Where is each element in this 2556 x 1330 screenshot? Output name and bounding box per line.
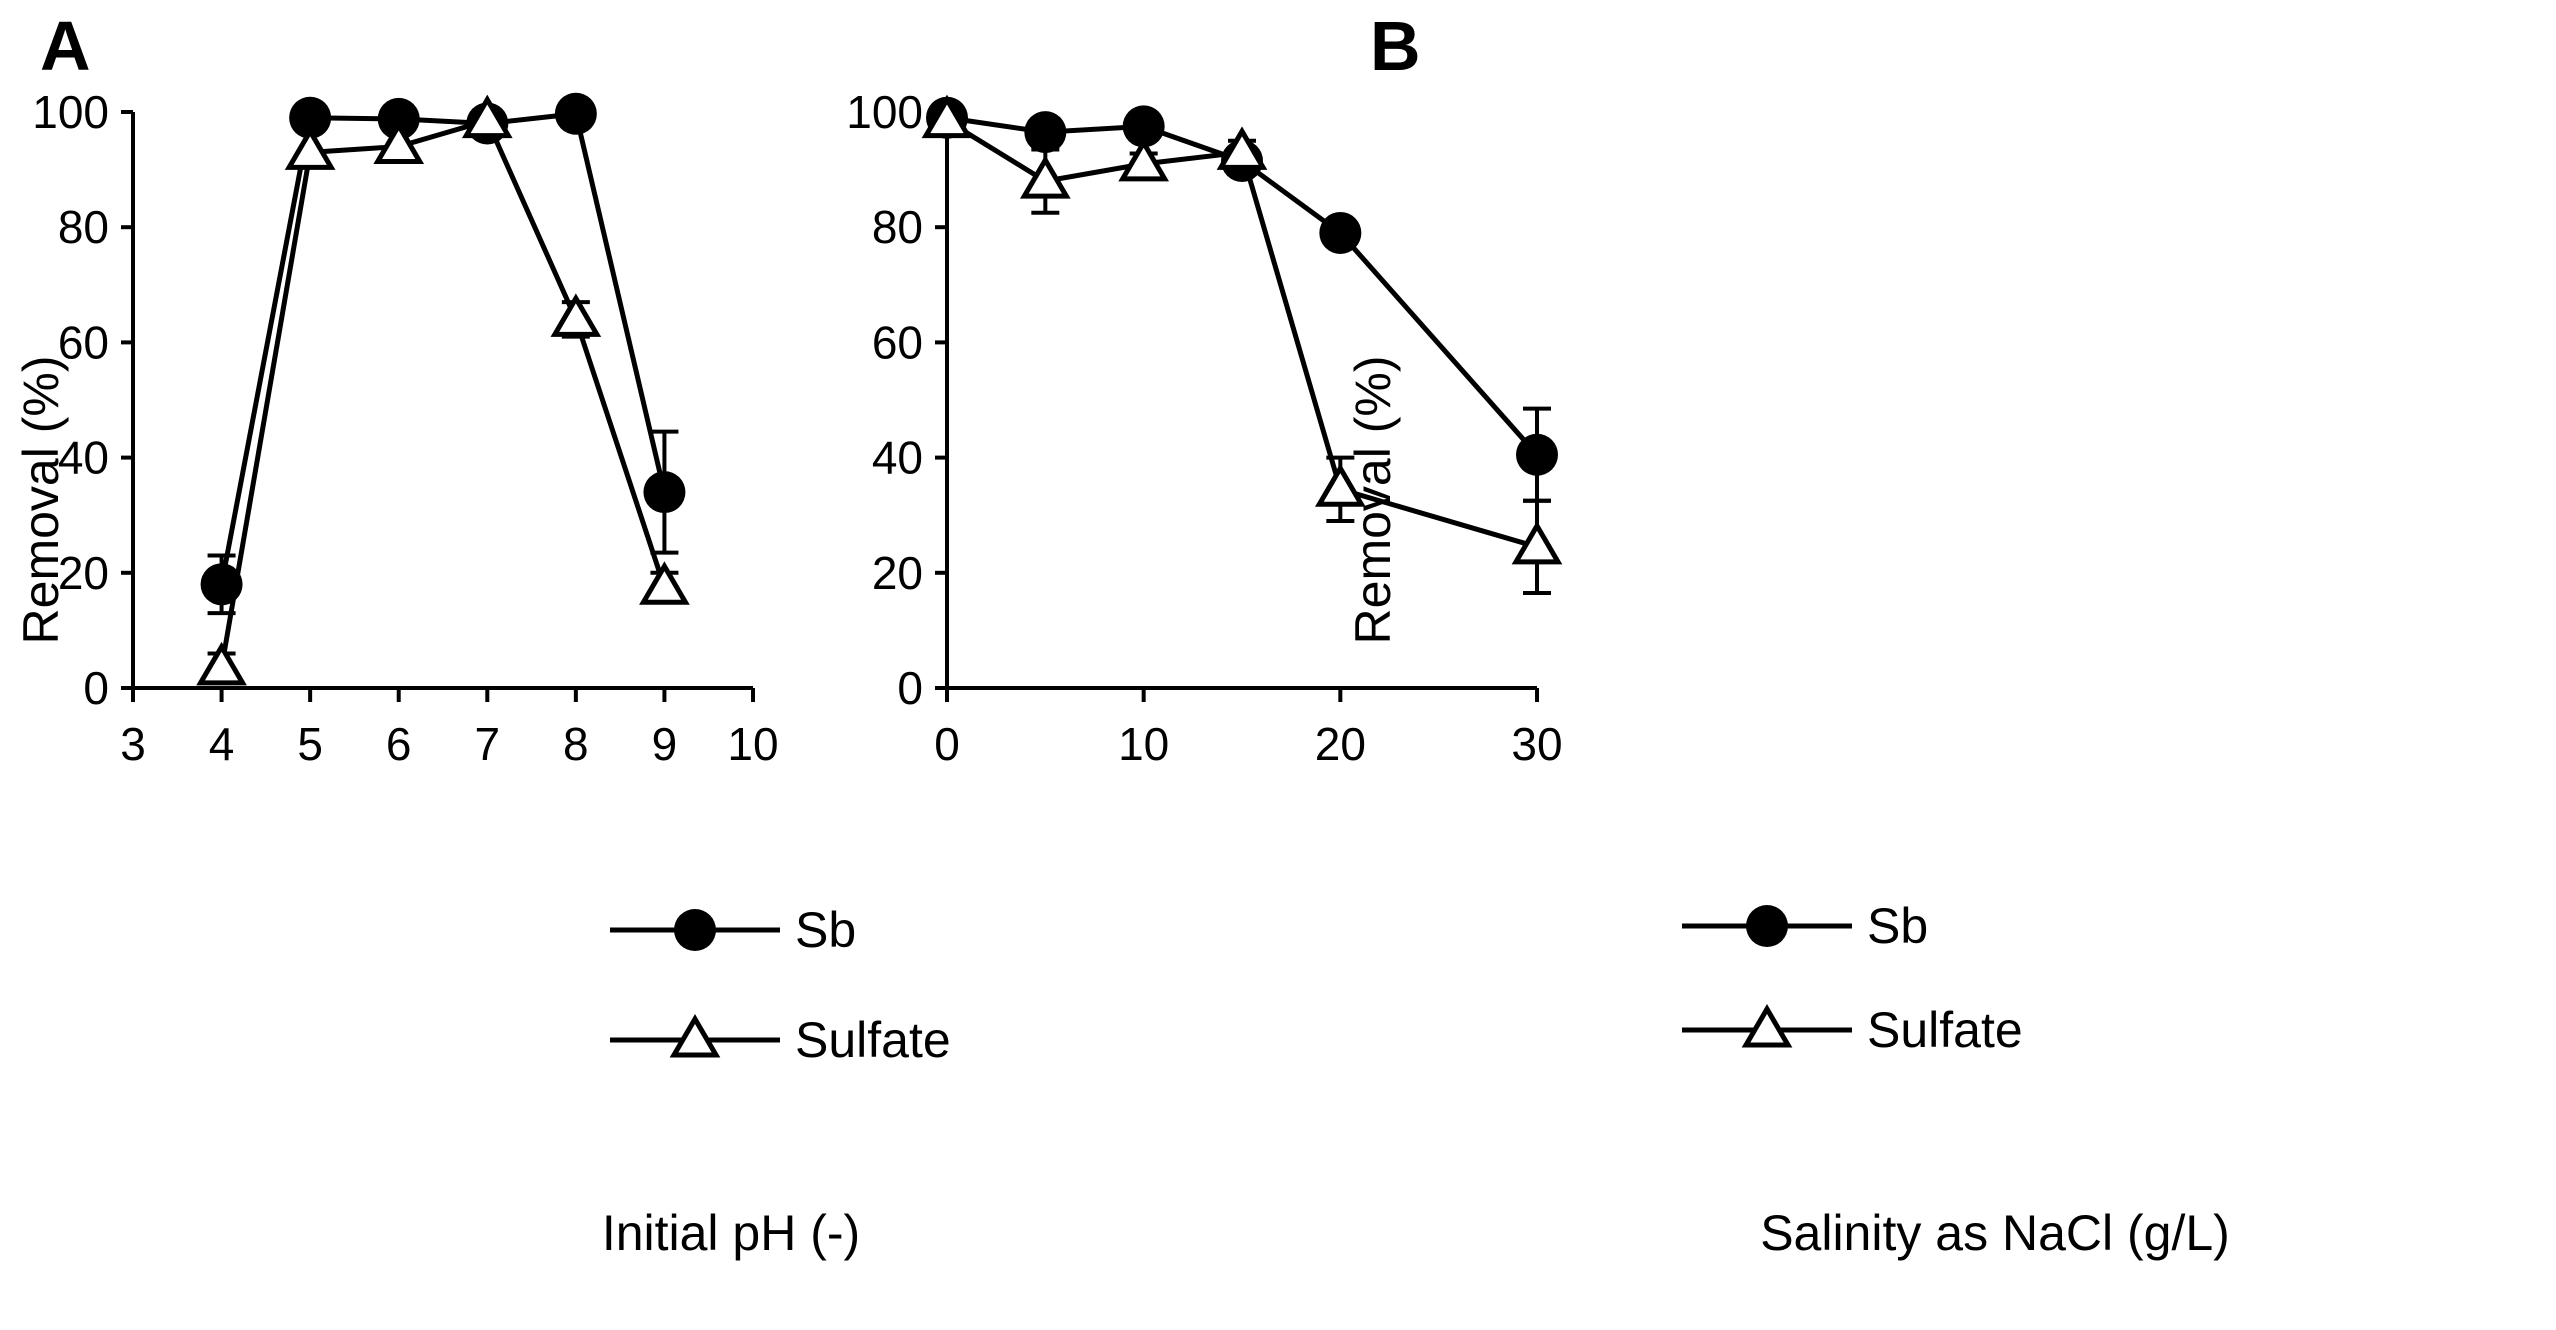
series-sulfate-point [1511,520,1563,565]
legend-sulfate-marker [1741,1004,1793,1048]
panel-a-xlabel: Initial pH (-) [602,1205,860,1261]
y-tick-label: 80 [58,201,109,253]
panel-a-ylabel: Removal (%) [13,356,69,645]
x-tick-label: 4 [209,718,235,770]
series-sulfate-line [219,117,667,669]
legend-sulfate-label: Sulfate [795,1012,951,1068]
y-tick-label: 0 [897,662,923,714]
series-sulfate-point [1216,126,1268,170]
legend-sb-marker [674,909,716,951]
series-sulfate-point [639,561,690,605]
y-tick-label: 20 [58,547,109,599]
y-tick-label: 20 [872,547,923,599]
panel-b-letter: B [1370,7,1421,85]
series-sb-point [1024,111,1067,154]
x-tick-label: 5 [297,718,323,770]
panel-b-legend: Sb Sulfate [1682,898,2023,1058]
panel-a-axes: 0 20 40 60 80 100 3 4 5 6 7 8 9 10 [32,86,778,770]
y-tick-label: 40 [58,432,109,484]
x-tick-label: 30 [1511,718,1562,770]
series-sulfate-point [1019,155,1071,199]
y-tick-label: 60 [872,316,923,368]
y-tick-label: 100 [32,86,109,138]
y-tick-label: 60 [58,316,109,368]
y-tick-label: 40 [872,432,923,484]
panel-b-xlabel: Salinity as NaCl (g/L) [1760,1205,2230,1261]
panel-b-axes: 0 20 40 60 80 100 0 10 20 30 [846,86,1562,770]
series-sulfate-point [921,94,973,139]
series-sulfate-point [461,94,513,139]
panel-a-legend: Sb Sulfate [610,902,951,1068]
series-sb-point [554,92,597,135]
series-sb-point [1319,211,1362,254]
series-sb-point [289,96,332,139]
panel-a: A 0 20 40 60 80 100 3 4 5 6 7 8 9 10 Initial pH (-) R… [13,7,951,1261]
series-sulfate-point [1314,463,1366,507]
series-sulfate-point [284,126,336,170]
panel-a-series [196,92,690,686]
panel-b: B 0 20 40 60 80 100 0 10 20 30 Salinity as NaCl (… [846,7,2230,1261]
panel-a-letter: A [40,7,91,85]
x-tick-label: 20 [1315,718,1366,770]
x-tick-label: 10 [1118,718,1169,770]
x-tick-label: 9 [652,718,678,770]
legend-sb-marker [1746,905,1788,947]
x-tick-label: 6 [386,718,412,770]
series-sb-point [1122,105,1165,148]
x-tick-label: 7 [474,718,500,770]
y-tick-label: 80 [872,201,923,253]
x-tick-label: 8 [563,718,589,770]
series-sulfate-point [373,120,425,165]
x-tick-label: 10 [727,718,778,770]
y-tick-label: 0 [83,662,109,714]
series-sb-point [643,471,686,514]
legend-sulfate-marker [669,1014,721,1058]
series-sb-point [1516,433,1558,476]
series-sulfate-point [550,293,602,337]
series-sb-line [219,110,667,585]
panel-b-ylabel: Removal (%) [1345,356,1401,645]
series-sulfate-point [1118,137,1170,182]
legend-sb-label: Sb [1867,898,1928,954]
series-sb-point [377,97,420,140]
panel-b-series [921,94,1563,595]
x-tick-label: 3 [120,718,146,770]
legend-sulfate-label: Sulfate [1867,1002,2023,1058]
legend-sb-label: Sb [795,902,856,958]
y-tick-label: 100 [846,86,923,138]
series-sulfate-point [196,641,247,686]
series-sulfate-line [945,118,1538,550]
x-tick-label: 0 [934,718,960,770]
